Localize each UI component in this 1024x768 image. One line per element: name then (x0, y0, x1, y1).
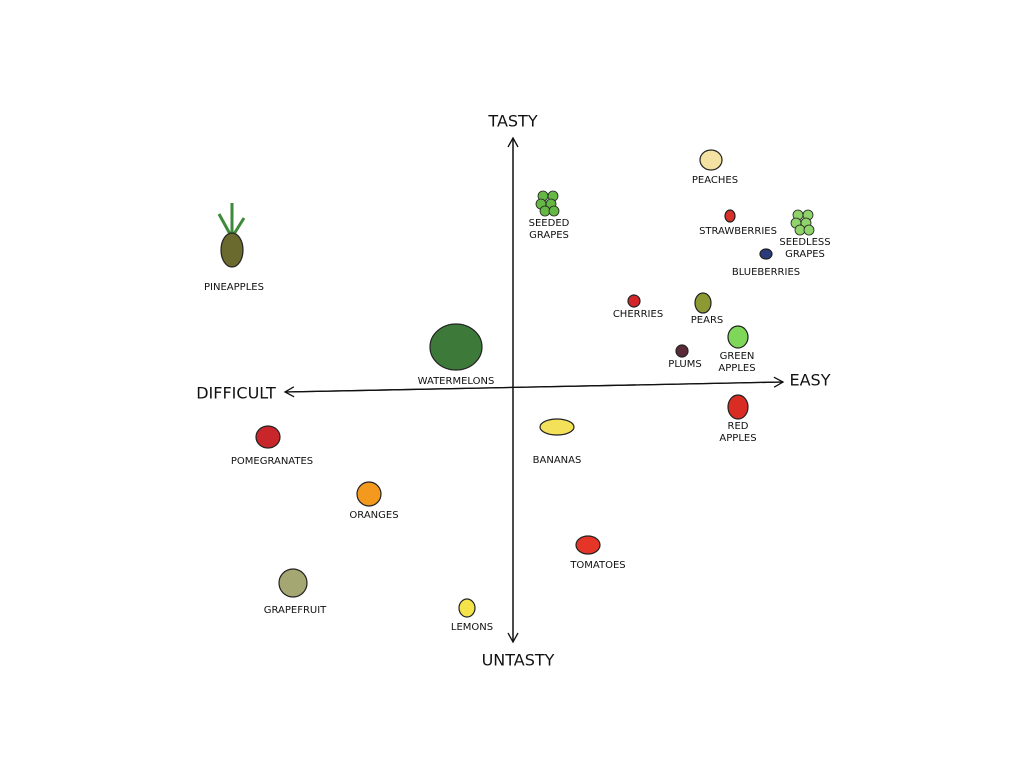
fruit-label: BANANAS (533, 455, 582, 466)
fruit-icon (539, 418, 575, 436)
fruit: TOMATOES (569, 535, 626, 571)
fruit-icon (724, 209, 736, 223)
fruit-label-line: APPLES (718, 363, 755, 374)
fruit-icon (675, 344, 689, 358)
fruit: GRAPEFRUIT (264, 568, 327, 616)
fruit-label: TOMATOES (569, 560, 625, 571)
fruit: SEEDLESS GRAPES (779, 209, 831, 260)
fruit-label-line: APPLES (719, 433, 756, 444)
fruit-label-line: GRAPEFRUIT (264, 605, 327, 616)
axis-label-left: DIFFICULT (196, 384, 276, 403)
fruit-label-line: WATERMELONS (418, 376, 495, 387)
fruit-label-line: SEEDLESS (779, 237, 830, 248)
fruit-label: SEEDED GRAPES (529, 218, 570, 241)
fruit-label: LEMONS (451, 622, 493, 633)
fruit-icon (356, 481, 382, 507)
fruit-label: GRAPEFRUIT (264, 605, 327, 616)
fruit: ORANGES (349, 481, 399, 521)
fruit: PEARS (691, 292, 724, 326)
fruit-icon (727, 325, 749, 349)
fruit: STRAWBERRIES (699, 209, 777, 237)
fruit-icon (458, 598, 476, 618)
fruit: GREEN APPLES (718, 325, 756, 374)
fruit-label-line: GRAPES (529, 230, 569, 241)
fruit-icon (699, 149, 723, 171)
fruit: CHERRIES (613, 294, 663, 320)
fruit: WATERMELONS (418, 323, 495, 387)
fruit-label: STRAWBERRIES (699, 226, 777, 237)
axis-label-right: EASY (790, 371, 831, 390)
fruit-label-line: STRAWBERRIES (699, 226, 777, 237)
grape (803, 224, 815, 236)
fruit-label: GREEN APPLES (718, 351, 755, 374)
fruit-label: WATERMELONS (418, 376, 495, 387)
fruit-icon (255, 425, 281, 449)
fruit-label: PEACHES (692, 175, 738, 186)
horizontal-axis-left (283, 381, 784, 398)
fruit-icon (694, 292, 712, 314)
fruit: BANANAS (533, 418, 582, 466)
fruit-label-line: ORANGES (349, 510, 398, 521)
fruit-label-line: TOMATOES (569, 560, 625, 571)
fruit-icon (627, 294, 641, 308)
fruit-label-line: GREEN (720, 351, 755, 362)
fruit-label: PEARS (691, 315, 724, 326)
fruit-label: PLUMS (668, 359, 701, 370)
fruit-label-line: POMEGRANATES (231, 456, 313, 467)
fruit-label-line: LEMONS (451, 622, 493, 633)
fruit: BLUEBERRIES (732, 248, 800, 278)
fruit-label-line: SEEDED (529, 218, 570, 229)
fruit-label-line: GRAPES (785, 249, 825, 260)
grape (548, 205, 560, 217)
fruit-label-line: PEACHES (692, 175, 738, 186)
axis-label-top: TASTY (487, 112, 537, 131)
fruit-icon (278, 568, 308, 598)
fruit-label-line: RED (728, 421, 749, 432)
fruit-icon (759, 248, 773, 260)
fruit-leaves (217, 203, 246, 235)
fruit-label: PINEAPPLES (204, 282, 264, 293)
fruit: PINEAPPLES (204, 203, 264, 293)
fruit-label: RED APPLES (719, 421, 756, 444)
fruit-label-line: BANANAS (533, 455, 582, 466)
fruit-label: POMEGRANATES (231, 456, 313, 467)
fruit-icon (727, 394, 749, 420)
fruit: POMEGRANATES (231, 425, 313, 467)
fruit-label-line: CHERRIES (613, 309, 663, 320)
fruit: RED APPLES (719, 394, 757, 444)
fruit-icon (429, 323, 483, 371)
fruit: SEEDED GRAPES (529, 190, 570, 241)
fruit-label-line: PINEAPPLES (204, 282, 264, 293)
grape (794, 224, 806, 236)
fruit: PLUMS (668, 344, 702, 370)
fruit: PEACHES (692, 149, 738, 186)
fruit-label: ORANGES (349, 510, 398, 521)
fruit-icon (575, 535, 601, 555)
fruit: LEMONS (451, 598, 493, 633)
fruit-label-line: PLUMS (668, 359, 701, 370)
grape (539, 205, 551, 217)
fruit-label-line: BLUEBERRIES (732, 267, 800, 278)
fruit-label: SEEDLESS GRAPES (779, 237, 830, 260)
fruit-icon (220, 232, 244, 268)
fruit-label: CHERRIES (613, 309, 663, 320)
fruit-label-line: PEARS (691, 315, 724, 326)
fruit-label: BLUEBERRIES (732, 267, 800, 278)
axis-label-bottom: UNTASTY (482, 651, 555, 670)
